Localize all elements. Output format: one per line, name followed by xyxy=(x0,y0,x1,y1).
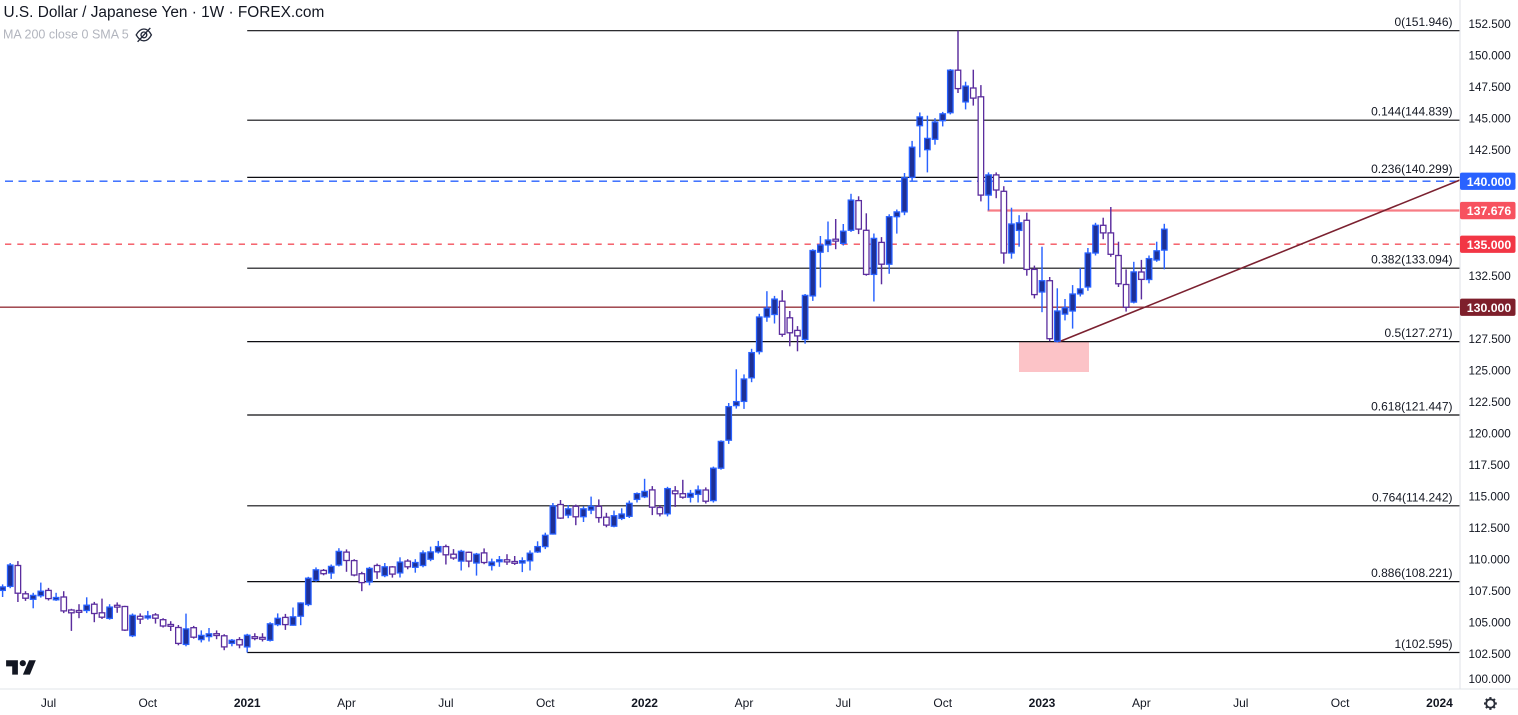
svg-text:0.886(108.221): 0.886(108.221) xyxy=(1371,566,1452,580)
svg-text:132.500: 132.500 xyxy=(1469,270,1512,283)
svg-text:117.500: 117.500 xyxy=(1469,459,1511,472)
svg-text:2021: 2021 xyxy=(234,696,261,710)
svg-text:2022: 2022 xyxy=(631,696,658,710)
svg-text:0.618(121.447): 0.618(121.447) xyxy=(1371,400,1452,414)
svg-text:100.000: 100.000 xyxy=(1469,673,1512,686)
svg-text:2023: 2023 xyxy=(1029,696,1056,710)
svg-text:150.000: 150.000 xyxy=(1469,49,1512,62)
svg-text:120.000: 120.000 xyxy=(1469,427,1512,440)
svg-text:125.000: 125.000 xyxy=(1469,364,1512,377)
svg-text:Jul: Jul xyxy=(438,696,453,710)
svg-text:Apr: Apr xyxy=(1132,696,1151,710)
svg-text:112.500: 112.500 xyxy=(1469,522,1511,535)
svg-text:Oct: Oct xyxy=(933,696,952,710)
svg-text:Jul: Jul xyxy=(836,696,851,710)
svg-text:U.S. Dollar / Japanese Yen · 1: U.S. Dollar / Japanese Yen · 1W · FOREX.… xyxy=(4,4,325,21)
svg-text:Oct: Oct xyxy=(138,696,157,710)
svg-text:145.000: 145.000 xyxy=(1469,112,1512,125)
svg-text:127.500: 127.500 xyxy=(1469,333,1512,346)
svg-text:0.236(140.299): 0.236(140.299) xyxy=(1371,162,1452,176)
svg-text:MA 200 close 0 SMA 5: MA 200 close 0 SMA 5 xyxy=(3,28,129,42)
svg-text:0.382(133.094): 0.382(133.094) xyxy=(1371,253,1452,267)
svg-text:140.000: 140.000 xyxy=(1467,175,1512,189)
svg-text:2024: 2024 xyxy=(1426,696,1453,710)
svg-text:137.676: 137.676 xyxy=(1467,204,1512,218)
svg-text:0.764(114.242): 0.764(114.242) xyxy=(1372,490,1453,504)
svg-text:110.000: 110.000 xyxy=(1469,553,1511,566)
svg-text:Jul: Jul xyxy=(41,696,56,710)
svg-text:Oct: Oct xyxy=(1331,696,1350,710)
svg-text:102.500: 102.500 xyxy=(1469,648,1512,661)
svg-text:105.000: 105.000 xyxy=(1469,616,1512,629)
svg-text:122.500: 122.500 xyxy=(1469,396,1512,409)
svg-text:Oct: Oct xyxy=(536,696,555,710)
svg-text:0.5(127.271): 0.5(127.271) xyxy=(1384,326,1452,340)
svg-text:Apr: Apr xyxy=(337,696,356,710)
svg-text:142.500: 142.500 xyxy=(1469,144,1512,157)
svg-text:1(102.595): 1(102.595) xyxy=(1394,637,1452,651)
svg-text:Jul: Jul xyxy=(1233,696,1248,710)
svg-text:0(151.946): 0(151.946) xyxy=(1394,15,1452,29)
svg-text:135.000: 135.000 xyxy=(1467,238,1512,252)
svg-text:Apr: Apr xyxy=(735,696,754,710)
svg-text:107.500: 107.500 xyxy=(1469,585,1512,598)
svg-text:152.500: 152.500 xyxy=(1469,18,1512,31)
svg-text:130.000: 130.000 xyxy=(1467,301,1512,315)
svg-text:0.144(144.839): 0.144(144.839) xyxy=(1371,105,1452,119)
svg-text:115.000: 115.000 xyxy=(1469,490,1511,503)
svg-text:147.500: 147.500 xyxy=(1469,81,1512,94)
